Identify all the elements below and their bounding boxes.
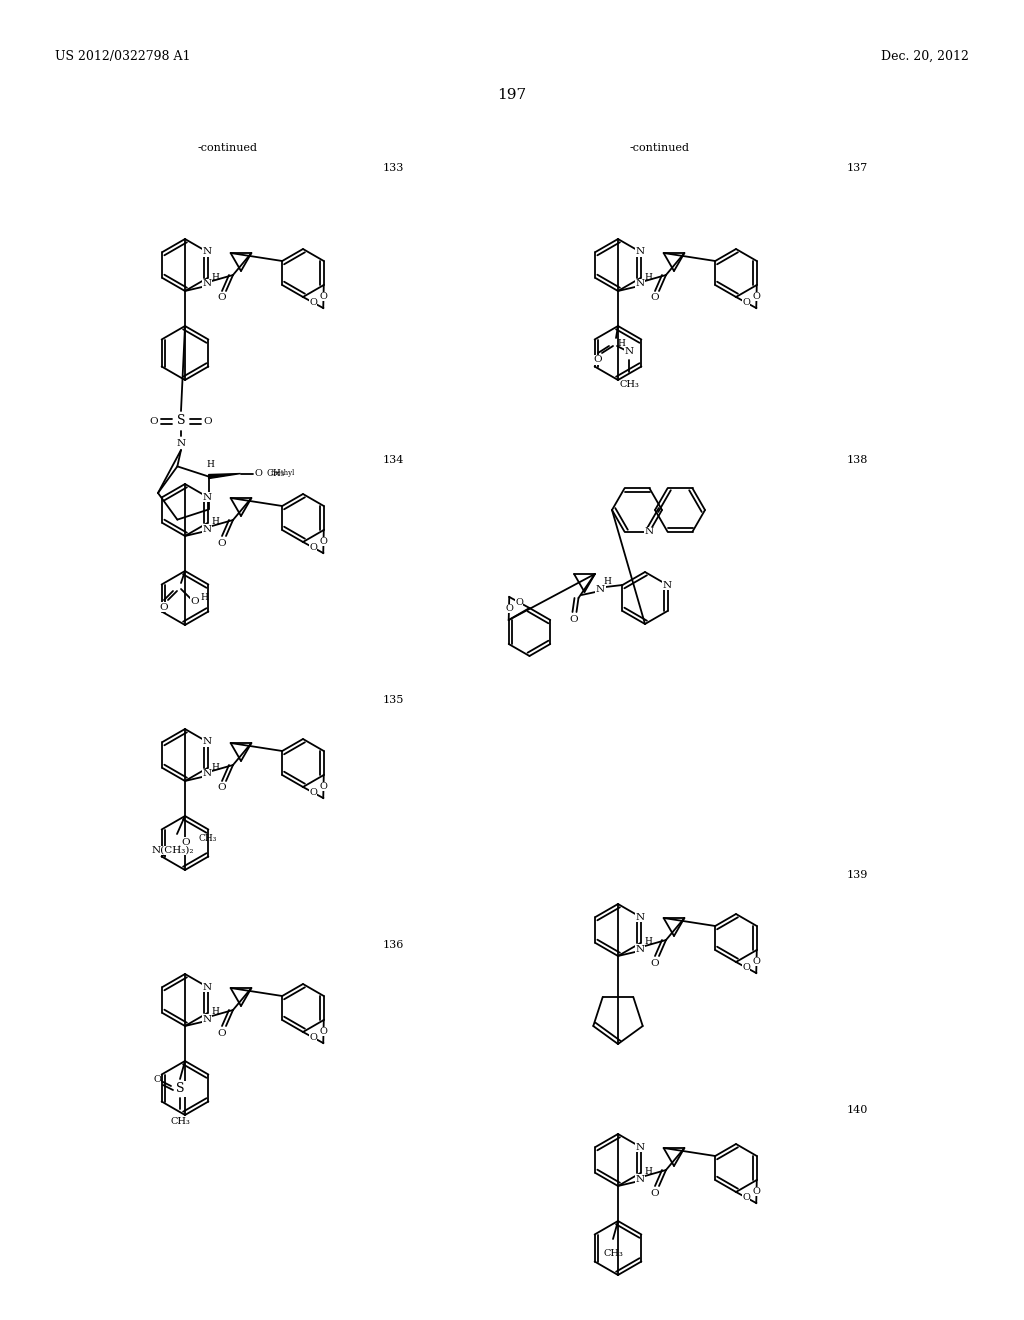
Text: H: H <box>211 1007 219 1016</box>
Text: O: O <box>218 293 226 302</box>
Text: O: O <box>309 788 317 797</box>
Text: O: O <box>650 1188 659 1197</box>
Text: O: O <box>190 597 200 606</box>
Text: N: N <box>203 982 212 991</box>
Text: 134: 134 <box>383 455 404 465</box>
Text: O: O <box>742 298 750 308</box>
Text: O: O <box>742 964 750 972</box>
Text: O: O <box>569 615 578 624</box>
Text: N: N <box>625 347 634 356</box>
Text: O: O <box>309 1034 317 1041</box>
Text: N: N <box>203 248 212 256</box>
Text: O: O <box>181 838 189 847</box>
Text: 133: 133 <box>383 162 404 173</box>
Text: N: N <box>203 280 212 289</box>
Text: H: H <box>211 763 219 771</box>
Text: O: O <box>153 1076 161 1085</box>
Text: CH₃: CH₃ <box>170 1117 189 1126</box>
Text: H: H <box>617 339 625 348</box>
Text: H: H <box>644 1167 652 1176</box>
Text: O: O <box>505 605 513 612</box>
Text: 137: 137 <box>847 162 868 173</box>
Text: O: O <box>218 1028 226 1038</box>
Text: 140: 140 <box>847 1105 868 1115</box>
Text: S: S <box>177 414 185 428</box>
Text: 135: 135 <box>383 696 404 705</box>
Text: N: N <box>645 527 654 536</box>
Text: N: N <box>203 492 212 502</box>
Text: O: O <box>753 1187 761 1196</box>
Text: CH₃: CH₃ <box>603 1249 623 1258</box>
Text: H: H <box>644 272 652 281</box>
Text: H: H <box>207 461 215 469</box>
Text: H: H <box>644 937 652 946</box>
Text: 136: 136 <box>383 940 404 950</box>
Text: O: O <box>319 781 328 791</box>
Text: O: O <box>255 469 262 478</box>
Text: H: H <box>211 272 219 281</box>
Text: N: N <box>636 912 645 921</box>
Text: N: N <box>663 581 672 590</box>
Text: O: O <box>218 784 226 792</box>
Text: O: O <box>204 417 212 425</box>
Text: -continued: -continued <box>630 143 690 153</box>
Text: N: N <box>203 738 212 747</box>
Text: O: O <box>650 293 659 302</box>
Text: O: O <box>753 957 761 966</box>
Text: methyl: methyl <box>270 469 295 477</box>
Text: N: N <box>636 1175 644 1184</box>
Text: H: H <box>200 593 208 602</box>
Text: O: O <box>160 602 168 611</box>
Text: N: N <box>596 586 605 594</box>
Text: CH₃: CH₃ <box>199 834 217 843</box>
Text: O: O <box>150 417 159 425</box>
Text: N: N <box>636 248 645 256</box>
Text: O: O <box>650 958 659 968</box>
Text: N: N <box>203 1015 212 1023</box>
Text: O: O <box>319 292 328 301</box>
Text: O: O <box>515 598 523 607</box>
Text: O: O <box>309 543 317 552</box>
Text: 138: 138 <box>847 455 868 465</box>
Text: 139: 139 <box>847 870 868 880</box>
Text: Dec. 20, 2012: Dec. 20, 2012 <box>881 50 969 63</box>
Text: O: O <box>309 298 317 308</box>
Text: CH₃: CH₃ <box>266 469 285 478</box>
Text: H: H <box>603 578 611 586</box>
Text: N(CH₃)₂: N(CH₃)₂ <box>152 846 195 855</box>
Text: H: H <box>211 517 219 527</box>
Text: N: N <box>636 280 644 289</box>
Text: -continued: -continued <box>198 143 258 153</box>
Text: 197: 197 <box>498 88 526 102</box>
Text: O: O <box>218 539 226 548</box>
Text: O: O <box>594 355 602 364</box>
Text: N: N <box>176 438 185 447</box>
Text: N: N <box>636 945 644 953</box>
Text: N: N <box>203 524 212 533</box>
Text: S: S <box>176 1082 184 1096</box>
Text: O: O <box>319 537 328 546</box>
Text: US 2012/0322798 A1: US 2012/0322798 A1 <box>55 50 190 63</box>
Text: O: O <box>319 1027 328 1036</box>
Polygon shape <box>209 474 241 479</box>
Text: CH₃: CH₃ <box>620 380 639 389</box>
Text: O: O <box>753 292 761 301</box>
Text: O: O <box>742 1193 750 1203</box>
Text: N: N <box>203 770 212 779</box>
Text: N: N <box>636 1143 645 1151</box>
